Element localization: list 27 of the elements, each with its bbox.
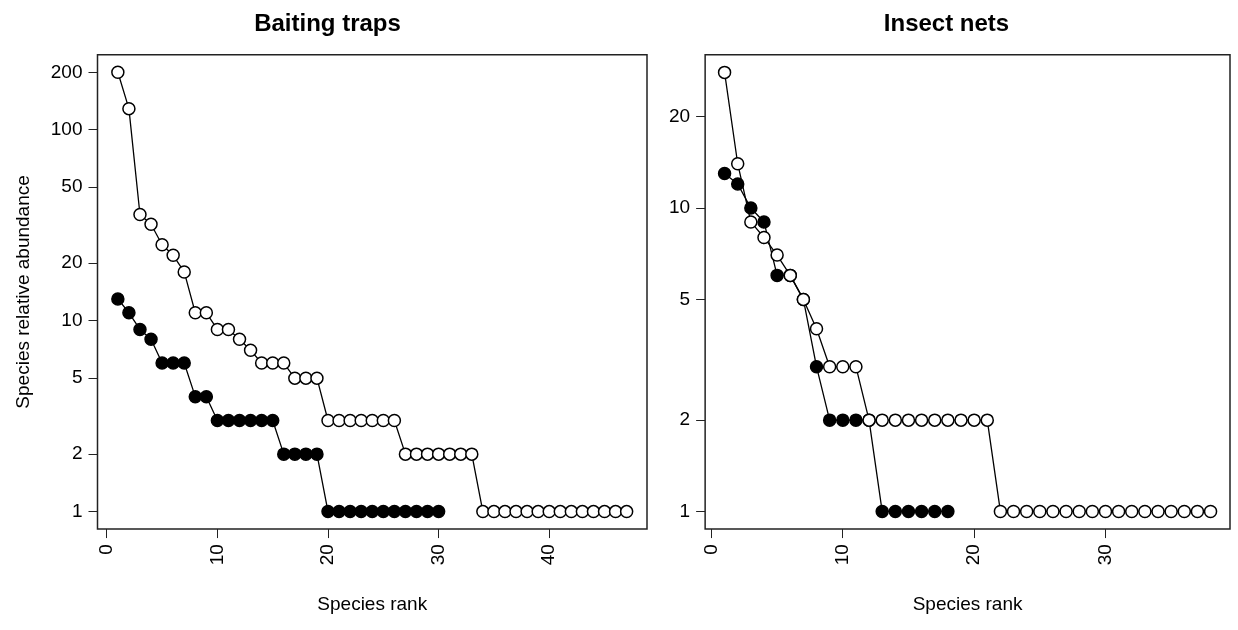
y-tick-label: 20 [61, 251, 83, 273]
y-tick-label: 2 [679, 408, 691, 430]
y-tick-label: 1 [71, 499, 83, 521]
y-tick-label: 20 [668, 104, 691, 126]
x-tick-label: 0 [95, 544, 117, 555]
y-tick-label: 200 [50, 60, 83, 82]
x-axis-title: Species rank [912, 592, 1023, 614]
y-tick-label: 50 [61, 175, 83, 197]
x-tick-label: 40 [537, 544, 559, 566]
x-tick-label: 20 [962, 544, 984, 566]
y-tick-label: 10 [61, 308, 83, 330]
x-tick-label: 30 [1093, 544, 1115, 566]
y-axis-title: Species relative abundance [11, 175, 33, 409]
y-tick-label: 2 [71, 442, 83, 464]
x-axis-title: Species rank [317, 592, 428, 614]
y-tick-label: 1 [679, 499, 691, 521]
chart-title: Baiting traps [254, 9, 401, 37]
x-tick-label: 20 [316, 544, 338, 566]
y-tick-label: 10 [668, 196, 691, 218]
y-tick-label: 5 [71, 366, 83, 388]
chart-title: Insect nets [883, 9, 1010, 37]
x-tick-label: 10 [205, 544, 227, 566]
y-tick-label: 100 [50, 118, 83, 139]
x-tick-label: 30 [426, 544, 448, 566]
x-tick-label: 10 [831, 544, 853, 566]
x-tick-label: 0 [699, 544, 721, 555]
y-tick-label: 5 [679, 287, 691, 309]
